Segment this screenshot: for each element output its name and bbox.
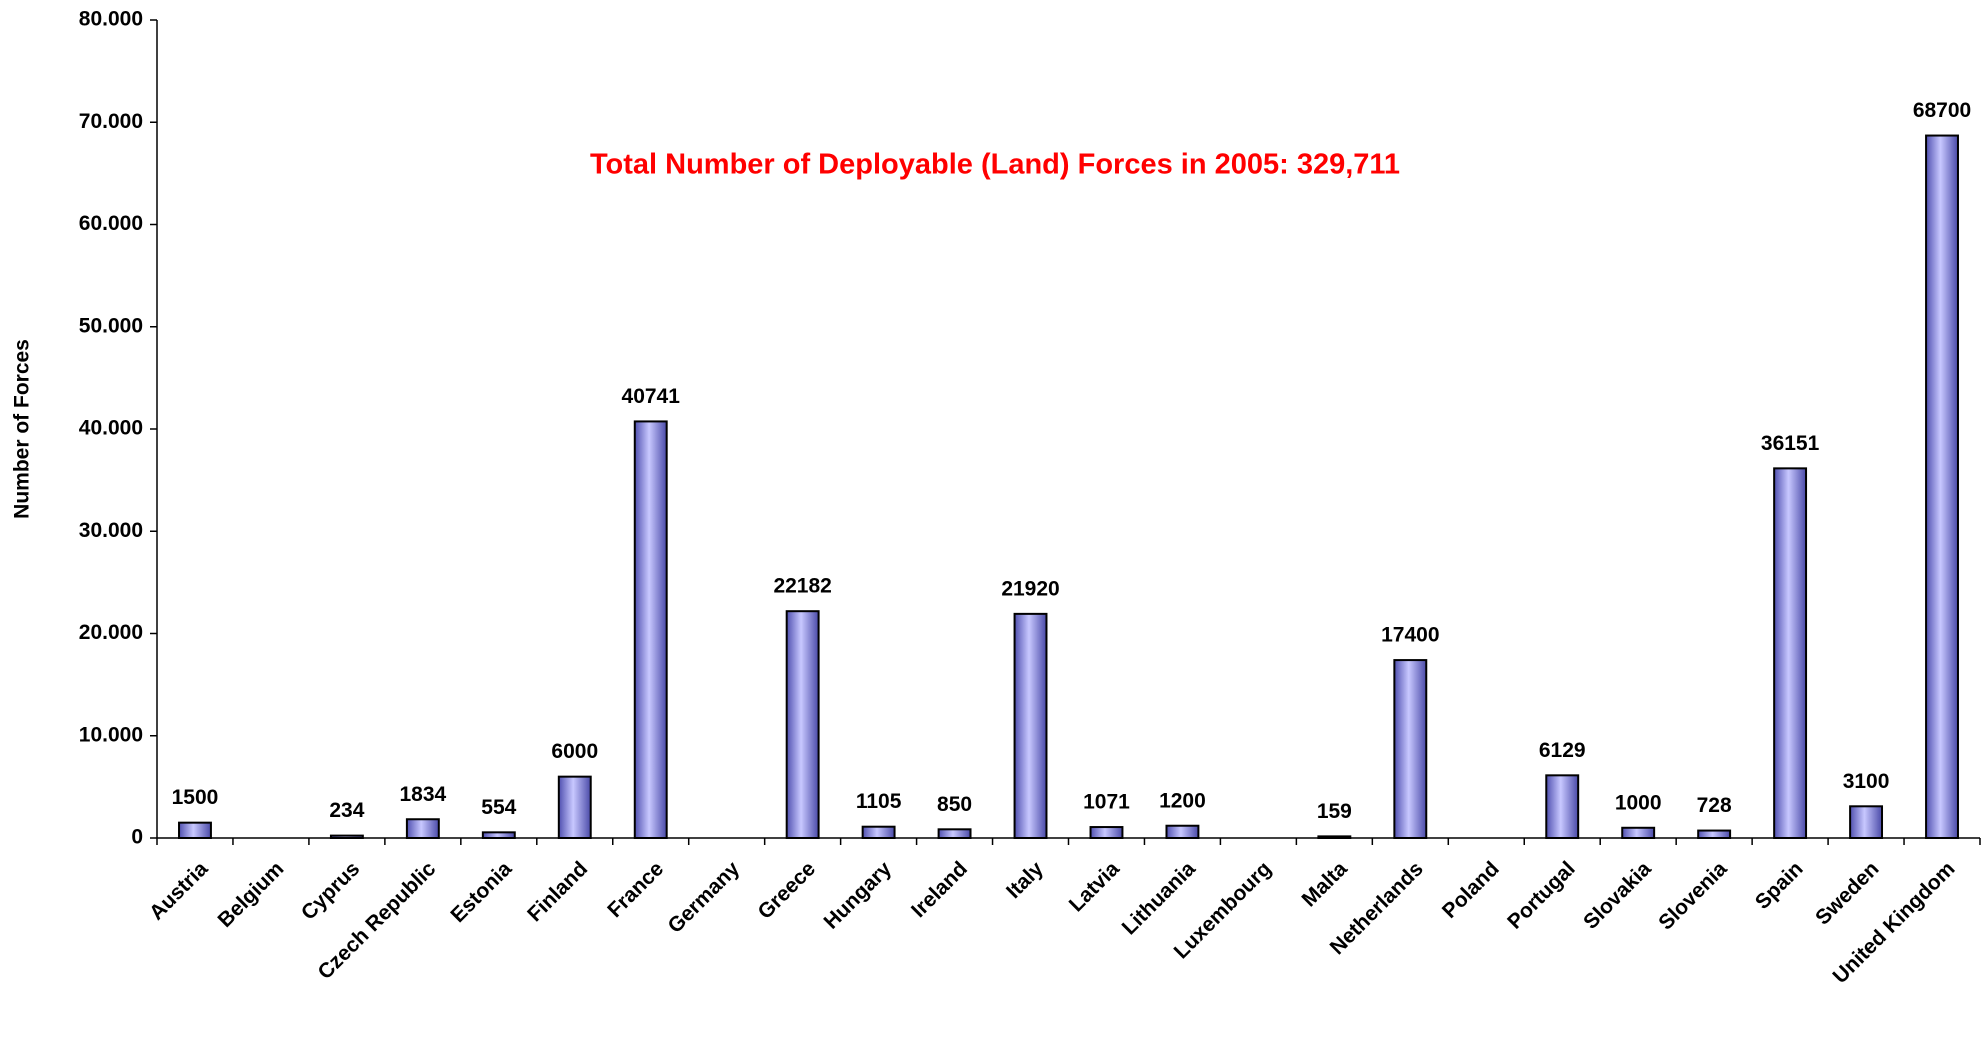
bar [1697, 829, 1732, 840]
bar [1089, 826, 1124, 839]
bar [329, 834, 364, 840]
bar [1165, 824, 1200, 839]
bar [1925, 134, 1959, 840]
y-tick-label: 10.000 [79, 723, 143, 746]
bar [1773, 467, 1808, 839]
bar [861, 825, 896, 839]
value-label: 17400 [1381, 624, 1439, 647]
x-tick-label: Portugal [1503, 857, 1579, 933]
x-tick-label: Slovakia [1579, 857, 1656, 934]
value-label: 1834 [399, 783, 446, 806]
x-tick-label: Hungary [820, 857, 897, 934]
value-label: 159 [1317, 800, 1352, 823]
bar [178, 821, 212, 839]
value-label: 6129 [1539, 739, 1586, 762]
annotation: Total Number of Deployable (Land) Forces… [590, 149, 1400, 181]
x-tick-label: Ireland [907, 857, 972, 922]
value-label: 36151 [1761, 432, 1820, 455]
value-label: 728 [1697, 794, 1732, 817]
value-label: 1071 [1083, 791, 1130, 814]
x-tick-label: Sweden [1811, 857, 1883, 929]
bar [1545, 774, 1580, 840]
x-tick-label: Germany [664, 857, 745, 938]
value-label: 21920 [1001, 577, 1059, 600]
y-tick-label: 0 [131, 826, 143, 849]
y-tick-label: 50.000 [79, 314, 143, 337]
bar [1621, 826, 1656, 840]
x-tick-label: Malta [1298, 857, 1352, 911]
x-tick-label: Spain [1751, 857, 1808, 914]
value-label: 40741 [622, 385, 681, 408]
y-tick-label: 30.000 [79, 519, 143, 542]
value-label: 68700 [1913, 99, 1971, 122]
y-tick-label: 40.000 [79, 417, 143, 440]
y-tick-label: 70.000 [79, 110, 143, 133]
x-tick-label: France [603, 857, 668, 922]
value-label: 1000 [1615, 791, 1662, 814]
bar [1849, 805, 1884, 839]
bar [1317, 835, 1352, 839]
value-label: 1105 [856, 790, 902, 813]
y-tick-label: 20.000 [79, 621, 143, 644]
y-tick-label: 60.000 [79, 212, 143, 235]
y-axis-label: Number of Forces [11, 339, 34, 519]
value-label: 1500 [172, 786, 219, 809]
bar [557, 775, 592, 840]
value-label: 850 [937, 793, 972, 816]
x-tick-label: Cyprus [297, 857, 364, 924]
bar [937, 828, 972, 840]
value-label: 1200 [1159, 789, 1206, 812]
x-tick-label: Belgium [214, 857, 289, 932]
x-tick-label: Greece [753, 857, 820, 924]
value-label: 554 [481, 796, 516, 819]
value-label: 234 [329, 799, 364, 822]
bar [633, 420, 668, 839]
x-tick-label: Lithuania [1118, 857, 1200, 939]
value-label: 22182 [773, 575, 831, 598]
bar [481, 831, 516, 839]
x-tick-label: Finland [523, 857, 592, 926]
y-tick-label: 80.000 [79, 8, 143, 31]
x-tick-label: Slovenia [1654, 857, 1732, 935]
x-tick-label: Poland [1438, 857, 1504, 923]
x-tick-label: Estonia [446, 857, 516, 927]
bar [405, 818, 440, 840]
bar [1013, 612, 1048, 839]
x-tick-label: Latvia [1065, 857, 1124, 916]
x-tick-label: Austria [145, 857, 213, 925]
value-label: 6000 [551, 740, 598, 763]
bar [1393, 659, 1428, 840]
value-label: 3100 [1843, 770, 1890, 793]
x-tick-label: Italy [1002, 857, 1048, 903]
bar [785, 610, 820, 839]
